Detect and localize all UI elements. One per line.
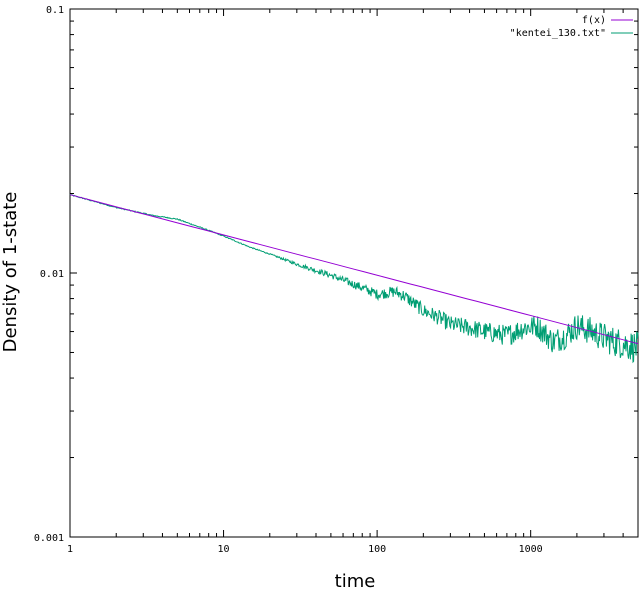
legend-label: "kentei_130.txt" bbox=[510, 28, 606, 39]
series-layer bbox=[69, 194, 639, 364]
series-line-fit bbox=[69, 194, 639, 345]
x-tick-label: 10 bbox=[218, 544, 230, 555]
x-tick-label: 1000 bbox=[519, 544, 543, 555]
x-axis-title: time bbox=[335, 571, 376, 589]
legend-label: f(x) bbox=[582, 15, 606, 26]
tick-labels: 1 10 100 1000 0.001 0.01 0.1 bbox=[34, 5, 543, 555]
y-axis-title: Density of 1-state bbox=[0, 192, 21, 353]
series-line-data bbox=[69, 194, 639, 364]
y-tick-label: 0.001 bbox=[34, 533, 64, 544]
y-tick-label: 0.01 bbox=[40, 269, 64, 280]
plot-area-border bbox=[69, 8, 639, 538]
x-tick-label: 1 bbox=[67, 544, 73, 555]
tick-marks bbox=[69, 8, 639, 538]
legend: f(x) "kentei_130.txt" bbox=[510, 15, 633, 39]
x-tick-label: 100 bbox=[368, 544, 386, 555]
y-tick-label: 0.1 bbox=[46, 5, 64, 16]
